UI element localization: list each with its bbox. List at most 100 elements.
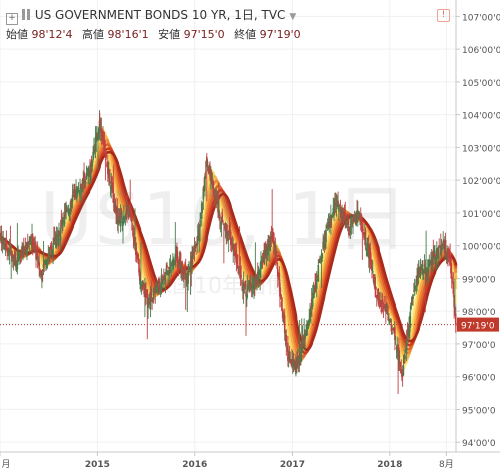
alert-icon[interactable]: !: [437, 9, 450, 22]
y-tick-label: 103'00'0: [462, 144, 500, 154]
dropdown-caret-icon[interactable]: ▼: [289, 12, 297, 22]
candle-body: [93, 148, 95, 155]
candle-body: [203, 186, 205, 188]
candle-body: [180, 261, 182, 269]
candle-body: [51, 249, 54, 252]
candle-body: [18, 253, 20, 259]
candle-body: [221, 211, 224, 223]
candle-body: [242, 284, 244, 289]
candle-body: [379, 300, 382, 302]
candle-body: [31, 234, 33, 240]
candle-body: [97, 132, 99, 141]
candle-body: [387, 316, 390, 321]
candle-body: [175, 256, 177, 259]
candle-body: [119, 213, 122, 227]
candle-body: [422, 268, 424, 271]
candle-body: [30, 242, 32, 245]
symbol-title[interactable]: US GOVERNMENT BONDS 10 YR, 1日, TVC: [34, 8, 286, 22]
moving-average-line: [0, 147, 458, 355]
candle-body: [338, 204, 340, 212]
candle-body: [249, 282, 251, 286]
candle-body: [275, 256, 277, 257]
candle-body: [285, 334, 288, 345]
candle-body: [115, 204, 117, 215]
candle-body: [407, 330, 410, 333]
candle-body: [7, 247, 9, 252]
candle-body: [43, 263, 46, 266]
candle-body: [121, 220, 124, 224]
candle-body: [335, 204, 338, 207]
y-tick-label: 99'00'0: [462, 275, 496, 285]
candle-body: [148, 297, 150, 302]
candle-body: [224, 224, 227, 232]
candle-body: [390, 324, 393, 332]
candle-body: [267, 245, 269, 256]
candle-body: [291, 359, 293, 362]
candle-body: [150, 288, 153, 298]
candle-body: [73, 184, 76, 197]
candle-body: [376, 294, 379, 299]
drag-handle-icon-2[interactable]: [27, 9, 30, 20]
candle-body: [412, 294, 414, 300]
candle-body: [446, 251, 448, 261]
candle-body: [354, 215, 357, 222]
candle-body: [63, 214, 66, 225]
candle-body: [428, 259, 431, 267]
candle-body: [317, 264, 320, 282]
candle-body: [343, 213, 346, 216]
candle-body: [402, 365, 405, 376]
candle-body: [6, 248, 9, 253]
candle-body: [199, 219, 201, 228]
candle-body: [226, 224, 228, 235]
candle-body: [87, 172, 89, 176]
expand-icon[interactable]: +: [6, 13, 18, 25]
candle-body: [178, 261, 181, 267]
candle-body: [323, 237, 325, 240]
candle-body: [455, 323, 457, 326]
y-tick-label: 97'00'0: [462, 341, 496, 351]
candle-body: [381, 299, 384, 303]
candle-body: [398, 347, 400, 362]
drag-handle-icon[interactable]: [22, 9, 25, 20]
candle-body: [352, 222, 354, 224]
candle-body: [450, 271, 453, 279]
candle-body: [227, 238, 229, 240]
candle-body: [265, 245, 268, 256]
candle-body: [254, 288, 256, 290]
candle-body: [4, 240, 7, 251]
candle-body: [222, 221, 224, 223]
candle-body: [302, 337, 305, 341]
candle-body: [80, 185, 83, 194]
candle-body: [381, 302, 383, 305]
candle-body: [332, 208, 335, 214]
candle-body: [189, 261, 192, 272]
candle-body: [279, 282, 281, 297]
candle-body: [78, 191, 81, 193]
candle-body: [450, 257, 452, 274]
candle-body: [107, 168, 109, 172]
candle-body: [133, 234, 136, 245]
candle-body: [394, 327, 396, 341]
candle-body: [20, 251, 23, 253]
candle-body: [59, 227, 62, 241]
candle-body: [171, 264, 173, 267]
candle-body: [392, 329, 394, 331]
candle-body: [184, 272, 186, 274]
candle-body: [132, 232, 135, 238]
candle-body: [312, 292, 315, 296]
candle-body: [19, 254, 22, 257]
candle-body: [290, 359, 292, 364]
y-tick-label: 104'00'0: [462, 112, 500, 122]
candle-body: [368, 253, 371, 262]
candle-body: [359, 216, 362, 221]
candle-body: [200, 203, 203, 219]
candle-body: [55, 233, 58, 246]
candle-body: [356, 210, 358, 215]
candle-body: [278, 272, 281, 287]
candle-body: [280, 301, 283, 308]
candle-body: [367, 244, 370, 259]
candle-body: [168, 266, 170, 269]
candle-body: [124, 215, 127, 219]
candle-body: [140, 285, 143, 288]
